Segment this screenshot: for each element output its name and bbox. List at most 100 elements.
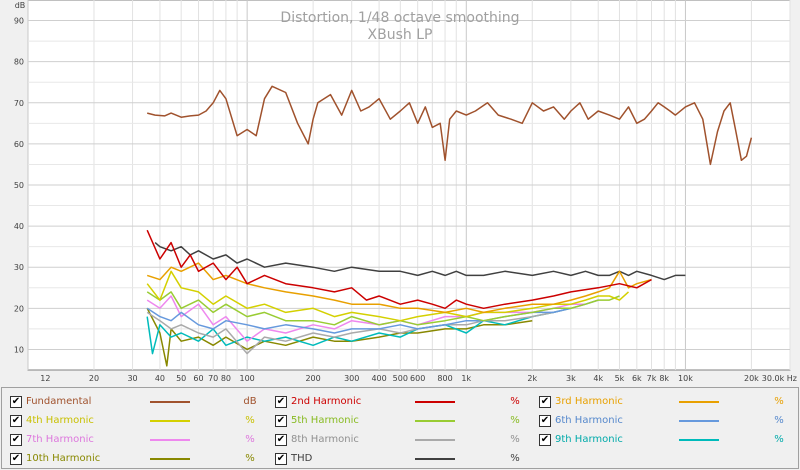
legend-checkbox-fundamental[interactable]: ✔	[10, 396, 22, 408]
y-tick-label: 20	[14, 304, 24, 313]
legend-swatch	[415, 458, 455, 460]
x-tick-label: 1k	[461, 374, 471, 383]
x-tick-label: 500	[393, 374, 408, 383]
legend-item-9th-harmonic: ✔ 9th Harmonic%	[539, 430, 794, 450]
y-tick-label: 80	[14, 58, 24, 67]
legend-item-10th-harmonic: ✔ 10th Harmonic%	[10, 449, 265, 469]
x-tick-label: 100	[240, 374, 255, 383]
x-tick-label: 200	[305, 374, 320, 383]
series-line-4th-harmonic	[146, 270, 630, 322]
x-tick-label: 12	[40, 374, 50, 383]
x-tick-label: 400	[371, 374, 386, 383]
legend-label: 4th Harmonic	[26, 415, 94, 426]
x-tick-label: 3k	[566, 374, 576, 383]
chart-title: Distortion, 1/48 octave smoothing	[280, 10, 519, 26]
x-tick-label: 20	[89, 374, 99, 383]
legend-item-3rd-harmonic: ✔ 3rd Harmonic%	[539, 392, 794, 412]
x-tick-label: 800	[437, 374, 452, 383]
chart-subtitle: XBush LP	[368, 27, 433, 43]
legend-checkbox-9th-harmonic[interactable]: ✔	[539, 434, 551, 446]
legend-unit: %	[510, 453, 520, 464]
legend-swatch	[415, 401, 455, 403]
x-tick-label: 600	[410, 374, 425, 383]
x-tick-label: 60	[193, 374, 203, 383]
legend-swatch	[415, 420, 455, 422]
legend-checkbox-3rd-harmonic[interactable]: ✔	[539, 396, 551, 408]
x-tick-label: 4k	[593, 374, 603, 383]
y-tick-label: 60	[14, 140, 24, 149]
legend-swatch	[150, 420, 190, 422]
x-tick-label: 40	[155, 374, 165, 383]
x-tick-label: 30.0k Hz	[762, 374, 797, 383]
legend-item-7th-harmonic: ✔ 7th Harmonic%	[10, 430, 265, 450]
series-line-fundamental	[147, 85, 753, 166]
legend-checkbox-8th-harmonic[interactable]: ✔	[275, 434, 287, 446]
legend-item-5th-harmonic: ✔ 5th Harmonic%	[275, 411, 530, 431]
legend-label: THD	[291, 453, 313, 464]
legend-unit: %	[510, 434, 520, 445]
y-tick-label: 70	[14, 99, 24, 108]
x-tick-label: 10k	[678, 374, 693, 383]
legend: ✔ Fundamental dB ✔ 2nd Harmonic% ✔ 3rd Harmoni…	[0, 386, 800, 470]
y-tick-label: 40	[14, 222, 24, 231]
series-line-2nd-harmonic	[146, 229, 652, 310]
legend-label: 8th Harmonic	[291, 434, 359, 445]
legend-swatch	[150, 401, 190, 403]
legend-unit: %	[510, 415, 520, 426]
legend-item-6th-harmonic: ✔ 6th Harmonic%	[539, 411, 794, 431]
legend-unit: %	[774, 396, 784, 407]
legend-label: 9th Harmonic	[555, 434, 623, 445]
legend-checkbox-7th-harmonic[interactable]: ✔	[10, 434, 22, 446]
legend-checkbox-thd[interactable]: ✔	[275, 453, 287, 465]
y-axis-unit: dB	[15, 1, 26, 10]
legend-swatch	[679, 420, 719, 422]
chart-plot-area: 10 20 30 40 50 60 70 80 90 12 20 30 40 50 60 70 80 100 200…	[13, 0, 797, 383]
series-line-3rd-harmonic	[146, 262, 652, 314]
legend-swatch	[679, 401, 719, 403]
legend-unit: %	[510, 396, 520, 407]
y-tick-label: 90	[14, 17, 24, 26]
legend-label: 7th Harmonic	[26, 434, 94, 445]
legend-swatch	[679, 439, 719, 441]
series-line-5th-harmonic	[146, 291, 620, 326]
y-tick-label: 30	[14, 263, 24, 272]
legend-label: 10th Harmonic	[26, 453, 101, 464]
legend-checkbox-6th-harmonic[interactable]: ✔	[539, 415, 551, 427]
legend-unit: dB	[243, 396, 257, 407]
y-tick-label: 50	[14, 181, 24, 190]
legend-label: 6th Harmonic	[555, 415, 623, 426]
legend-checkbox-2nd-harmonic[interactable]: ✔	[275, 396, 287, 408]
legend-unit: %	[245, 415, 255, 426]
legend-swatch	[150, 439, 190, 441]
legend-label: Fundamental	[26, 396, 92, 407]
legend-item-thd: ✔ THD%	[275, 449, 530, 469]
x-tick-label: 6k	[632, 374, 642, 383]
legend-checkbox-4th-harmonic[interactable]: ✔	[10, 415, 22, 427]
series-lines	[146, 85, 753, 367]
x-tick-label: 7k	[647, 374, 657, 383]
legend-panel: ✔ Fundamental dB ✔ 2nd Harmonic% ✔ 3rd Harmoni…	[1, 387, 799, 469]
legend-checkbox-5th-harmonic[interactable]: ✔	[275, 415, 287, 427]
legend-unit: %	[774, 415, 784, 426]
x-tick-label: 80	[221, 374, 231, 383]
legend-item-2nd-harmonic: ✔ 2nd Harmonic%	[275, 392, 530, 412]
legend-item-fundamental: ✔ Fundamental dB	[10, 392, 265, 412]
legend-label: 2nd Harmonic	[291, 396, 362, 407]
legend-swatch	[415, 439, 455, 441]
series-line-8th-harmonic	[146, 307, 572, 355]
x-tick-label: 30	[127, 374, 137, 383]
x-tick-label: 50	[176, 374, 186, 383]
x-tick-label: 2k	[527, 374, 537, 383]
legend-item-8th-harmonic: ✔ 8th Harmonic%	[275, 430, 530, 450]
legend-label: 3rd Harmonic	[555, 396, 623, 407]
legend-unit: %	[774, 434, 784, 445]
x-tick-label: 300	[344, 374, 359, 383]
grid	[27, 0, 791, 370]
x-tick-label: 20k	[744, 374, 759, 383]
legend-unit: %	[245, 453, 255, 464]
legend-checkbox-10th-harmonic[interactable]: ✔	[10, 453, 22, 465]
y-tick-label: 10	[14, 345, 24, 354]
legend-label: 5th Harmonic	[291, 415, 359, 426]
